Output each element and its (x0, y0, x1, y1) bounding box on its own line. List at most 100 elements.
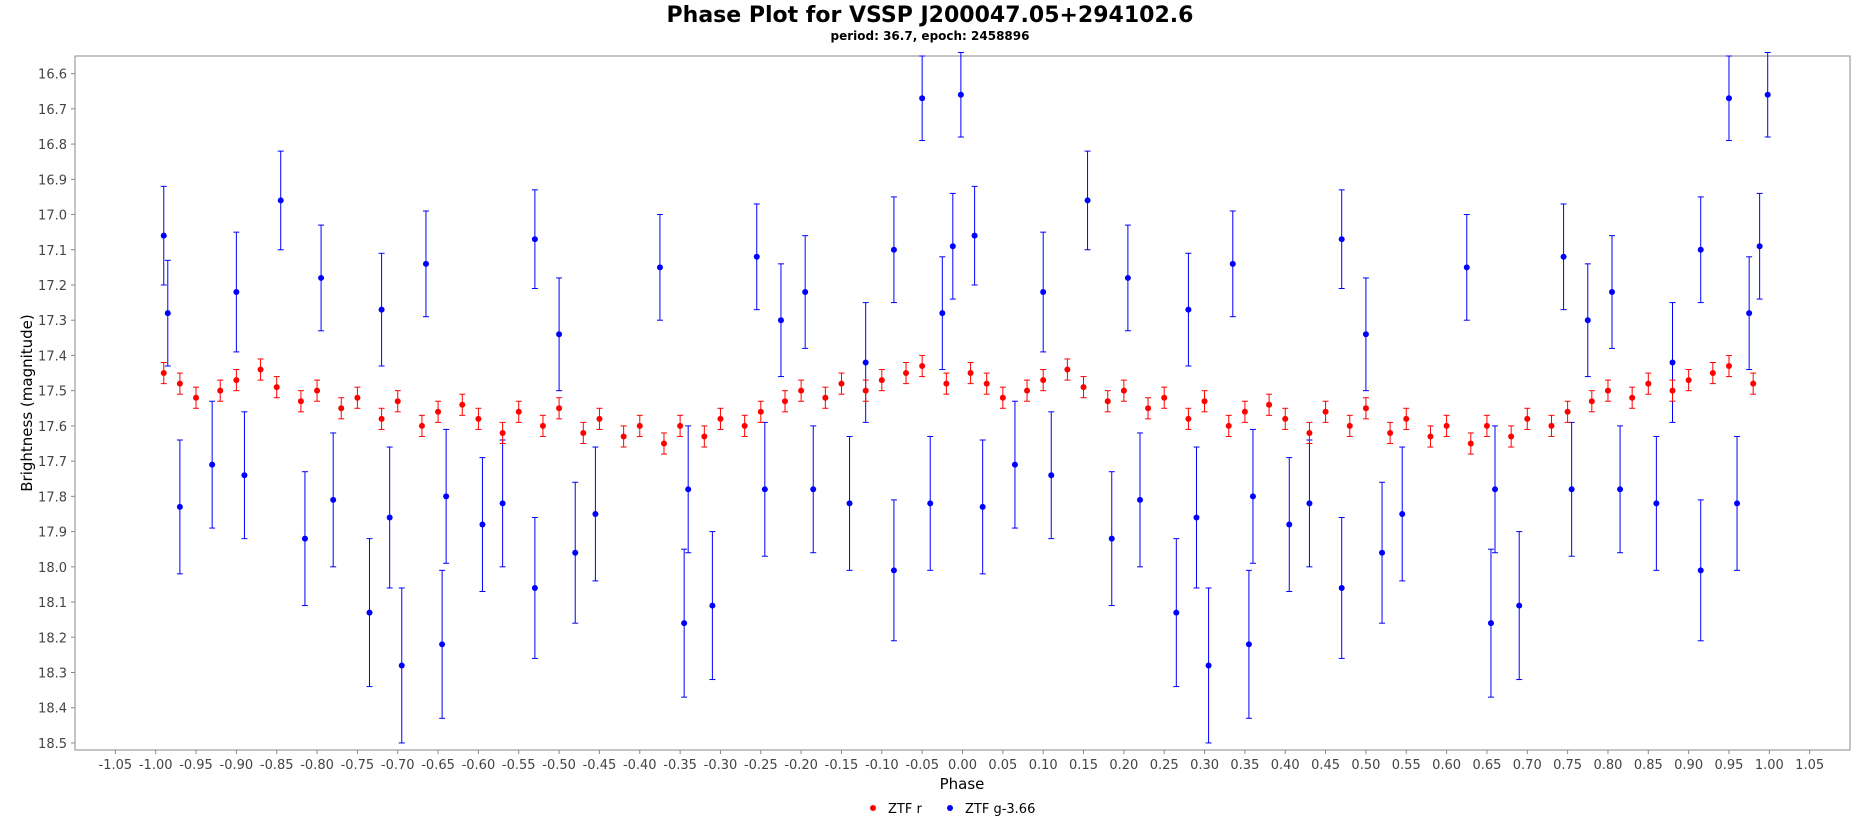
data-point-ztf-g (1608, 235, 1615, 349)
y-tick-label: 16.6 (38, 68, 67, 83)
data-point-ztf-r (782, 390, 788, 413)
data-point-ztf-g (949, 192, 956, 300)
data-point-ztf-g (1463, 214, 1470, 321)
data-point-ztf-r (297, 390, 304, 413)
data-point-ztf-g (398, 587, 405, 744)
x-tick-label: 0.65 (1472, 758, 1501, 773)
points-layer (160, 51, 1771, 744)
data-point-ztf-g (209, 400, 216, 529)
data-point-ztf-g (1560, 203, 1567, 311)
data-point-ztf-r (1725, 354, 1732, 378)
data-point-ztf-g (1764, 51, 1771, 138)
data-point-ztf-r (903, 361, 910, 385)
data-point-ztf-r (539, 414, 546, 437)
data-point-ztf-g (753, 203, 760, 311)
x-tick-label: 0.85 (1634, 758, 1663, 773)
data-point-ztf-r (983, 372, 990, 395)
data-point-ztf-g (939, 256, 946, 371)
data-point-ztf-r (1467, 432, 1474, 455)
data-point-ztf-r (1322, 400, 1329, 423)
x-tick-label: 0.15 (1069, 758, 1098, 773)
y-tick-label: 18.1 (38, 596, 67, 611)
x-tick-label: -0.50 (542, 758, 576, 773)
data-point-ztf-r (1709, 361, 1716, 385)
data-point-ztf-r (862, 379, 869, 402)
data-point-ztf-g (1568, 421, 1575, 557)
data-point-ztf-r (1225, 414, 1232, 437)
data-point-ztf-r (1080, 376, 1087, 399)
data-point-ztf-r (176, 372, 183, 395)
data-point-ztf-r (967, 361, 974, 385)
x-tick-label: 0.45 (1311, 758, 1340, 773)
data-point-ztf-r (1362, 397, 1369, 420)
x-tick-label: -0.25 (744, 758, 778, 773)
plot-area (74, 55, 1851, 751)
y-tick-label: 17.3 (38, 314, 67, 329)
x-tick-label: 0.05 (988, 758, 1017, 773)
data-point-ztf-g (1492, 425, 1498, 554)
data-point-ztf-g (919, 55, 926, 142)
data-point-ztf-g (1108, 471, 1115, 607)
data-point-ztf-r (1145, 397, 1152, 420)
x-tick-label: -0.40 (623, 758, 657, 773)
data-point-ztf-r (838, 372, 845, 395)
x-tick-label: 0.80 (1593, 758, 1622, 773)
y-tick-label: 17.7 (38, 455, 67, 470)
x-tick-label: -0.90 (220, 758, 254, 773)
data-point-ztf-g (1193, 446, 1200, 589)
legend: ZTF r ZTF g-3.66 (870, 802, 1035, 817)
x-tick-label: -0.15 (825, 758, 859, 773)
data-point-ztf-g (572, 481, 579, 624)
data-point-ztf-r (1588, 390, 1595, 413)
data-point-ztf-g (366, 538, 373, 688)
data-point-ztf-r (338, 397, 345, 420)
x-tick-label: -0.60 (462, 758, 496, 773)
data-point-ztf-r (418, 414, 425, 437)
data-point-ztf-r (943, 372, 950, 395)
x-tick-label: -1.00 (139, 758, 173, 773)
data-point-ztf-g (802, 235, 809, 349)
data-point-ztf-r (556, 397, 563, 420)
data-point-ztf-g (330, 432, 337, 568)
x-tick-label: 0.35 (1230, 758, 1259, 773)
x-tick-label: -0.45 (583, 758, 617, 773)
y-tick-label: 16.8 (38, 138, 67, 153)
data-point-ztf-g (1338, 516, 1345, 659)
data-point-ztf-r (515, 400, 522, 423)
x-tick-label: 0.55 (1392, 758, 1421, 773)
x-tick-label: -0.70 (381, 758, 415, 773)
x-tick-label: 0.60 (1432, 758, 1461, 773)
data-point-ztf-r (1104, 390, 1111, 413)
data-point-ztf-g (1306, 439, 1313, 568)
data-point-ztf-g (443, 428, 450, 564)
data-point-ztf-r (1387, 421, 1394, 445)
data-point-ztf-r (1201, 390, 1208, 413)
data-point-ztf-r (1629, 386, 1636, 409)
x-tick-label: -0.10 (865, 758, 899, 773)
data-point-ztf-g (1746, 256, 1753, 371)
data-point-ztf-g (656, 214, 663, 321)
x-tick-label: 0.50 (1351, 758, 1380, 773)
data-point-ztf-g (386, 446, 393, 589)
data-point-ztf-g (1697, 499, 1704, 642)
data-point-ztf-r (1040, 369, 1047, 392)
legend-marker-ztf-r (870, 805, 876, 811)
data-point-ztf-g (777, 263, 784, 378)
data-point-ztf-r (1685, 369, 1692, 392)
legend-marker-ztf-g (947, 805, 953, 811)
data-point-ztf-r (193, 386, 200, 409)
data-point-ztf-g (592, 446, 599, 582)
data-point-ztf-r (757, 400, 764, 423)
y-tick-label: 16.9 (38, 173, 67, 188)
y-tick-label: 18.0 (38, 561, 67, 576)
data-point-ztf-g (531, 189, 538, 290)
data-point-ztf-r (475, 407, 482, 430)
y-tick-label: 17.0 (38, 209, 67, 224)
data-point-ztf-g (1124, 224, 1131, 332)
data-point-ztf-r (1185, 407, 1192, 430)
data-point-ztf-g (556, 277, 563, 392)
x-tick-label: -0.95 (179, 758, 213, 773)
y-tick-label: 17.4 (38, 349, 67, 364)
data-point-ztf-g (1362, 277, 1369, 392)
x-tick-label: 0.40 (1271, 758, 1300, 773)
